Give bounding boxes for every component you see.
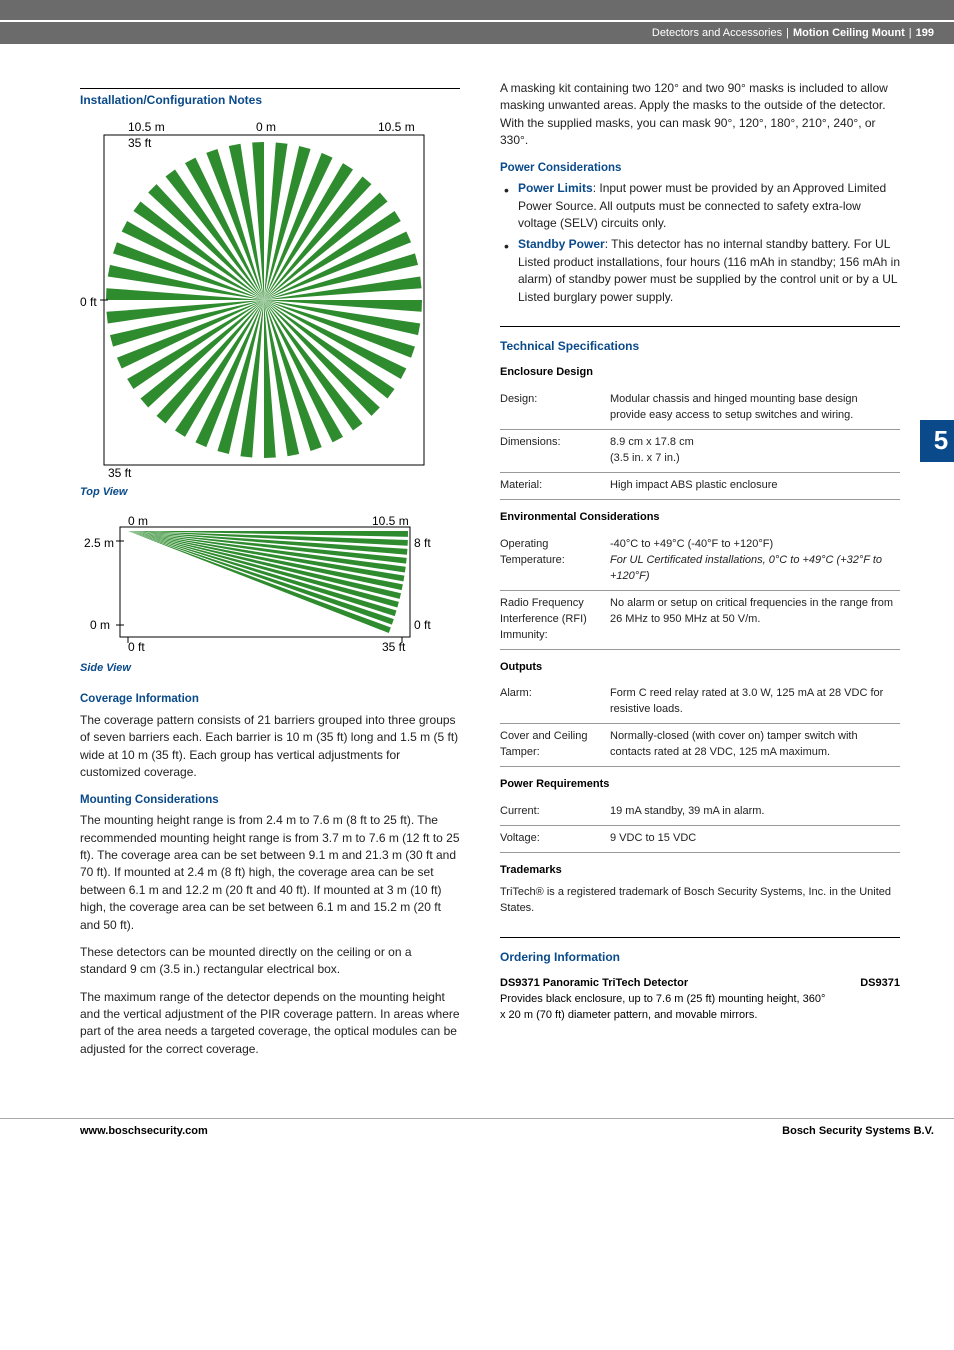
top-view-svg — [80, 119, 440, 479]
powerreq-heading: Power Requirements — [500, 777, 900, 793]
breadcrumb: Detectors and Accessories | Motion Ceili… — [0, 22, 954, 44]
ordering-heading: Ordering Information — [500, 946, 900, 966]
right-column: 5 A masking kit containing two 120° and … — [500, 80, 900, 1068]
sv-label: 10.5 m — [372, 513, 409, 530]
divider — [500, 326, 900, 327]
page-body: Installation/Configuration Notes 10.5 m … — [0, 44, 954, 1078]
page-footer: www.boschsecurity.com Bosch Security Sys… — [0, 1118, 954, 1147]
power-considerations-list: Power Limits: Input power must be provid… — [500, 180, 900, 306]
env-heading: Environmental Considerations — [500, 510, 900, 526]
table-row: Design:Modular chassis and hinged mounti… — [500, 387, 900, 429]
breadcrumb-sep: | — [786, 27, 789, 39]
power-bullet: Standby Power: This detector has no inte… — [500, 236, 900, 306]
tv-label: 10.5 m — [378, 119, 415, 136]
enclosure-table: Design:Modular chassis and hinged mounti… — [500, 387, 900, 500]
mounting-p: The mounting height range is from 2.4 m … — [80, 812, 460, 934]
sv-label: 0 m — [128, 513, 148, 530]
top-view-chart: 10.5 m 0 m 10.5 m 35 ft 0 ft 35 ft — [80, 119, 440, 479]
tv-label: 10.5 m — [128, 119, 165, 136]
outputs-table: Alarm:Form C reed relay rated at 3.0 W, … — [500, 681, 900, 767]
chapter-tab: 5 — [920, 420, 954, 462]
mounting-p: The maximum range of the detector depend… — [80, 989, 460, 1059]
sv-label: 8 ft — [414, 535, 431, 552]
sv-label: 2.5 m — [84, 535, 114, 552]
table-row: Cover and Ceiling Tamper:Normally-closed… — [500, 724, 900, 767]
breadcrumb-sep: | — [909, 27, 912, 39]
left-column: Installation/Configuration Notes 10.5 m … — [80, 80, 460, 1068]
divider — [500, 937, 900, 938]
table-row: Alarm:Form C reed relay rated at 3.0 W, … — [500, 681, 900, 723]
side-view-caption: Side View — [80, 661, 460, 677]
ordering-code: DS9371 — [840, 976, 900, 1024]
table-row: Operating Temperature:-40°C to +49°C (-4… — [500, 532, 900, 590]
tv-label: 0 m — [256, 119, 276, 136]
ordering-desc: Provides black enclosure, up to 7.6 m (2… — [500, 993, 825, 1021]
mounting-p: These detectors can be mounted directly … — [80, 944, 460, 979]
tech-spec-heading: Technical Specifications — [500, 335, 900, 355]
ordering-item: DS9371 Panoramic TriTech Detector Provid… — [500, 976, 900, 1024]
footer-url: www.boschsecurity.com — [80, 1125, 208, 1137]
sv-label: 0 m — [90, 617, 110, 634]
table-row: Voltage:9 VDC to 15 VDC — [500, 826, 900, 853]
masking-paragraph: A masking kit containing two 120° and tw… — [500, 80, 900, 150]
top-view-caption: Top View — [80, 485, 460, 501]
side-view-chart: 0 m 10.5 m 2.5 m 8 ft 0 m 0 ft 0 ft 35 f… — [80, 515, 440, 655]
footer-company: Bosch Security Systems B.V. — [782, 1125, 934, 1137]
breadcrumb-product: Motion Ceiling Mount — [793, 27, 905, 39]
top-bar — [0, 0, 954, 20]
env-table: Operating Temperature:-40°C to +49°C (-4… — [500, 532, 900, 650]
mounting-heading: Mounting Considerations — [80, 792, 460, 809]
enclosure-heading: Enclosure Design — [500, 365, 900, 381]
ordering-name: DS9371 Panoramic TriTech Detector — [500, 977, 688, 989]
table-row: Current:19 mA standby, 39 mA in alarm. — [500, 799, 900, 825]
sv-label: 0 ft — [128, 639, 145, 656]
table-row: Dimensions:8.9 cm x 17.8 cm(3.5 in. x 7 … — [500, 430, 900, 473]
sv-label: 0 ft — [414, 617, 431, 634]
breadcrumb-group: Detectors and Accessories — [652, 27, 782, 39]
outputs-heading: Outputs — [500, 660, 900, 676]
tv-label: 35 ft — [128, 135, 151, 152]
table-row: Radio Frequency Interference (RFI) Immun… — [500, 590, 900, 649]
trademarks-text: TriTech® is a registered trademark of Bo… — [500, 885, 900, 917]
coverage-body: The coverage pattern consists of 21 barr… — [80, 712, 460, 782]
trademarks-heading: Trademarks — [500, 863, 900, 879]
sv-label: 35 ft — [382, 639, 405, 656]
install-config-heading: Installation/Configuration Notes — [80, 88, 460, 109]
powerreq-table: Current:19 mA standby, 39 mA in alarm.Vo… — [500, 799, 900, 853]
power-considerations-heading: Power Considerations — [500, 160, 900, 177]
tv-label: 0 ft — [80, 294, 97, 311]
power-bullet: Power Limits: Input power must be provid… — [500, 180, 900, 232]
breadcrumb-pagenum: 199 — [916, 27, 934, 39]
side-view-svg — [80, 515, 440, 655]
tv-label: 35 ft — [108, 465, 131, 482]
table-row: Material:High impact ABS plastic enclosu… — [500, 473, 900, 500]
coverage-heading: Coverage Information — [80, 691, 460, 708]
